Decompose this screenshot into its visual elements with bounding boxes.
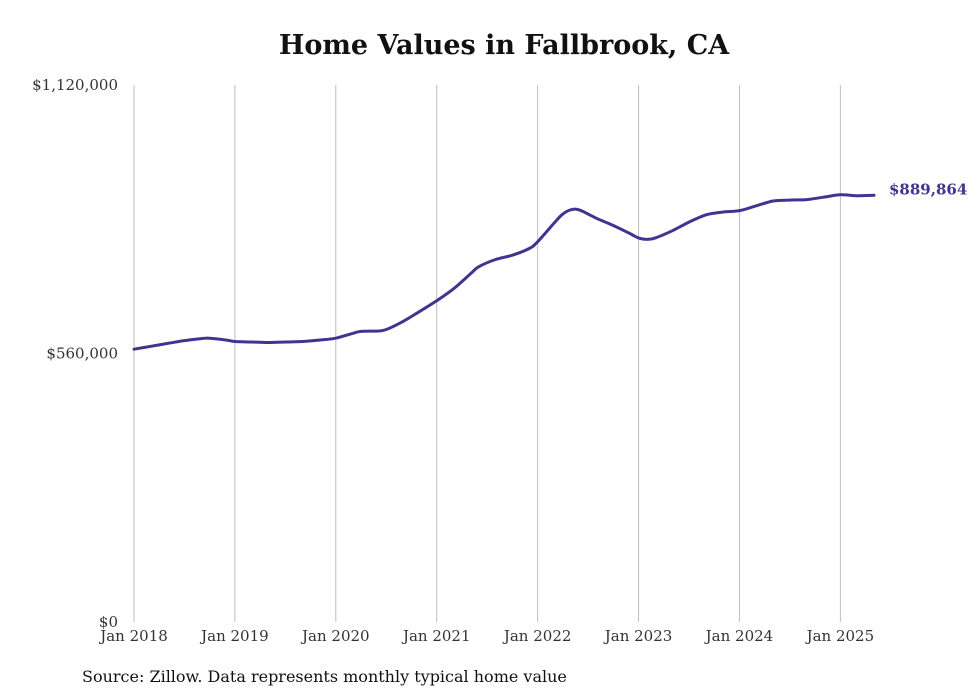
series-layer: $889,864 — [132, 180, 967, 351]
x-tick-label: Jan 2020 — [300, 627, 370, 645]
x-tick-label: Jan 2024 — [704, 627, 774, 645]
x-tick-label: Jan 2018 — [98, 627, 168, 645]
x-tick-label: Jan 2019 — [199, 627, 269, 645]
end-value-label: $889,864 — [889, 180, 967, 198]
gridlines — [133, 85, 841, 622]
x-tick-label: Jan 2023 — [603, 627, 673, 645]
y-tick-label: $560,000 — [46, 345, 118, 363]
x-tick-label: Jan 2025 — [805, 627, 875, 645]
series-line — [132, 193, 876, 351]
chart-title: Home Values in Fallbrook, CA — [278, 30, 730, 61]
y-tick-label: $1,120,000 — [32, 76, 118, 94]
x-axis-ticks: Jan 2018 Jan 2019 Jan 2020 Jan 2021 Jan 2022… — [98, 627, 874, 645]
y-tick-label: $0 — [99, 613, 118, 631]
x-tick-label: Jan 2022 — [502, 627, 572, 645]
source-note: Source: Zillow. Data represents monthly … — [82, 667, 567, 686]
y-axis-ticks: $0 $560,000 $1,120,000 — [32, 76, 118, 631]
x-tick-label: Jan 2021 — [401, 627, 471, 645]
